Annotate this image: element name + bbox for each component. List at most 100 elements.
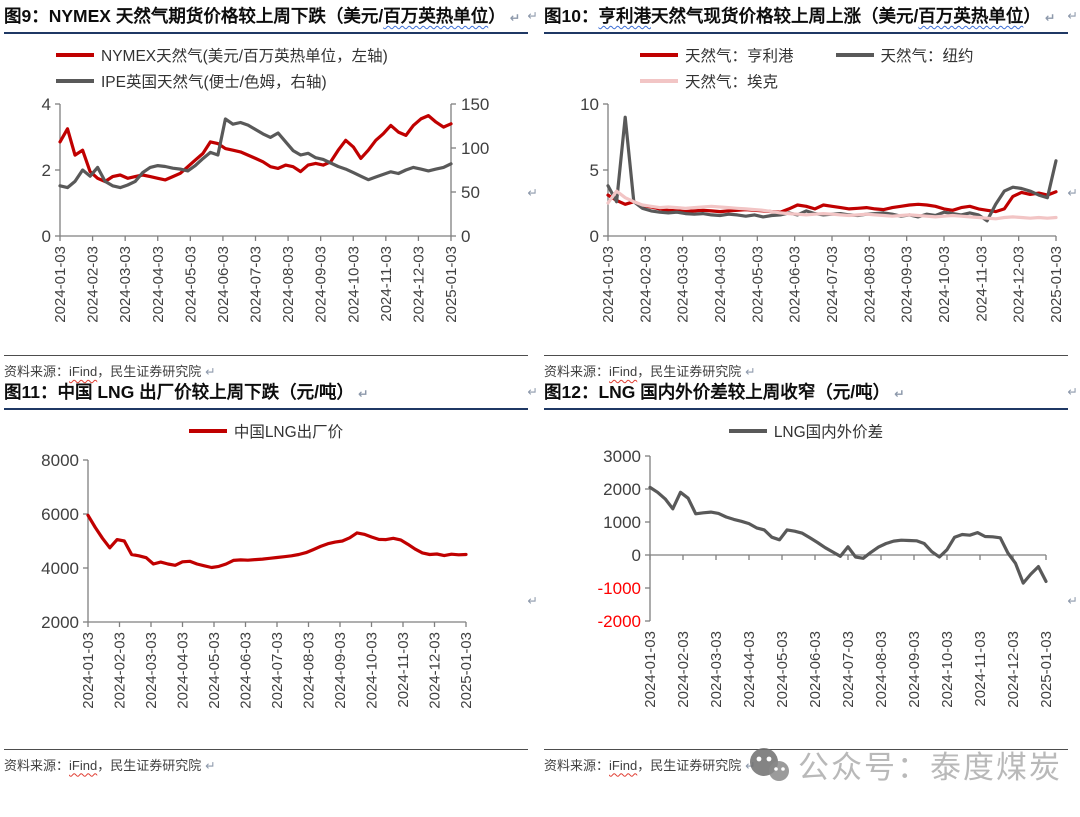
x-tick-label: 2024-01-03 [642,631,659,708]
y-tick-label: 50 [461,183,480,202]
return-mark: ↵ [1067,593,1078,608]
series-line-2 [606,189,1058,221]
legend-item: 天然气：亨利港 [640,44,794,66]
x-tick-label: 2024-09-03 [899,246,916,323]
return-mark: ↵ [205,364,216,379]
x-tick-label: 2024-10-03 [364,632,381,709]
legend-swatch [640,78,678,83]
source-suffix: ，民生证券研究院 [97,363,202,379]
x-tick-label: 2024-11-03 [378,246,395,322]
legend-label: 天然气：亨利港 [685,47,794,65]
source-tool: iFind [69,363,98,379]
x-tick-label: 2024-02-03 [637,246,654,323]
source-prefix: 资料来源： [4,757,70,773]
series-line-1 [58,117,453,190]
x-tick-label: 2024-12-03 [1011,246,1028,323]
return-mark: ↵ [358,386,369,401]
x-tick-label: 2025-01-03 [1048,246,1065,323]
series-line-0 [58,113,453,183]
source-tool: iFind [69,757,98,773]
chart-legend: LNG国内外价差 [544,420,1068,442]
series-line-0 [648,485,1048,585]
x-tick-label: 2024-09-03 [313,246,330,323]
legend-label: 天然气：纽约 [880,47,974,65]
chart-area: 0 2 4 0 50 100 150 2024-01-03 2024-02-03 2024-03-… [4,95,528,353]
x-tick-label: 2024-05-03 [206,632,223,709]
x-tick-label: 2024-09-03 [906,631,923,708]
return-mark: ↵ [894,386,905,401]
x-tick-label: 2024-05-03 [749,246,766,323]
y-tick-label: 0 [632,546,641,565]
x-tick-label: 2024-04-03 [150,246,167,323]
return-mark: ↵ [1067,9,1078,23]
x-tick-label: 2024-02-03 [85,246,102,323]
source-suffix: ，民生证券研究院 [97,757,202,773]
figure-title-text: 百万英热单位 [918,6,1024,26]
x-tick-label: 2024-08-03 [301,632,318,709]
x-tick-label: 2024-05-03 [774,631,791,708]
y-tick-label: 100 [461,139,489,158]
figure-title-text: 图10： [544,6,599,26]
x-tick-label: 2024-09-03 [332,632,349,709]
source-tool: iFind [609,363,638,379]
return-mark: ↵ [527,186,538,200]
legend-swatch [640,52,678,57]
source-prefix: 资料来源： [4,363,70,379]
x-tick-label: 2024-04-03 [712,246,729,323]
x-tick-label: 2024-03-03 [143,632,160,709]
legend-label: 中国LNG出厂价 [233,423,344,441]
legend-item: IPE英国天然气(便士/色姆，右轴) [56,70,327,92]
x-tick-label: 2024-06-03 [238,632,255,709]
y-tick-label: 0 [461,227,470,246]
source-line: 资料来源：iFind，民生证券研究院 ↵ [544,354,1068,380]
source-line: 资料来源：iFind，民生证券研究院 ↵ [4,354,528,380]
series-line-0 [606,190,1058,214]
x-tick-label: 2024-08-03 [873,631,890,708]
x-tick-label: 2025-01-03 [1038,631,1055,708]
x-tick-label: 2024-11-03 [972,631,989,707]
y-tick-label: 3000 [603,447,641,466]
chart-legend: 天然气：亨利港 天然气：纽约天然气：埃克 [544,44,1068,92]
return-mark: ↵ [1067,186,1078,200]
legend-row: IPE英国天然气(便士/色姆，右轴) [4,70,528,92]
figure-fig11: 图11：中国 LNG 出厂价较上周下跌（元/吨） ↵ ↵ ↵ 中国LNG出厂价 2000 4… [0,380,540,774]
chart-area: 2000 4000 6000 8000 2024-01-03 2024-02-03 2024… [4,446,528,747]
source-suffix: ，民生证券研究院 [637,757,742,773]
chart-legend: NYMEX天然气(美元/百万英热单位，左轴) IPE英国天然气(便士/色姆，右轴) [4,44,528,92]
y-tick-label: 4000 [41,559,79,578]
legend-label: NYMEX天然气(美元/百万英热单位，左轴) [101,47,388,65]
figure-title-text: 图11：中国 LNG 出厂价较上周下跌（元/吨） [4,381,355,402]
figure-fig10: 图10：亨利港天然气现货价格较上周上涨（美元/百万英热单位） ↵ ↵ ↵ 天然气：亨利港… [540,4,1080,380]
figures-grid: 图9：NYMEX 天然气期货价格较上周下跌（美元/百万英热单位） ↵ ↵ ↵ NYMEX… [0,4,1080,774]
figure-title-text: ） [1023,6,1041,26]
x-tick-label: 2024-02-03 [112,632,129,709]
return-mark: ↵ [527,384,538,399]
figure-title: 图10：亨利港天然气现货价格较上周上涨（美元/百万英热单位） ↵ [544,4,1068,34]
y-tick-label: -2000 [598,612,641,631]
legend-item: 中国LNG出厂价 [188,420,344,442]
legend-swatch [188,428,227,433]
y-tick-label: 4 [42,96,51,114]
x-tick-label: 2024-06-03 [787,246,804,323]
legend-swatch [56,78,94,83]
x-tick-label: 2024-04-03 [741,631,758,708]
y-tick-label: 2000 [41,613,79,632]
x-tick-label: 2024-12-03 [1005,631,1022,708]
legend-row: 中国LNG出厂价 [4,420,528,442]
legend-swatch [56,52,94,57]
source-suffix: ，民生证券研究院 [637,363,742,379]
chart-fig11: 2000 4000 6000 8000 2024-01-03 2024-02-03 2024… [41,451,475,709]
y-tick-label: 0 [590,227,599,246]
source-prefix: 资料来源： [544,363,610,379]
x-tick-label: 2024-02-03 [675,631,692,708]
legend-row: LNG国内外价差 [544,420,1068,442]
legend-row: NYMEX天然气(美元/百万英热单位，左轴) [4,44,528,66]
x-tick-label: 2024-06-03 [215,246,232,323]
x-tick-label: 2024-01-03 [52,246,69,323]
x-tick-label: 2024-07-03 [824,246,841,323]
legend-item: 天然气：埃克 [640,70,778,92]
legend-label: 天然气：埃克 [685,73,779,91]
return-mark: ↵ [527,9,538,23]
return-mark: ↵ [527,593,538,608]
figure-title-text: 百万英热单位 [383,6,489,26]
